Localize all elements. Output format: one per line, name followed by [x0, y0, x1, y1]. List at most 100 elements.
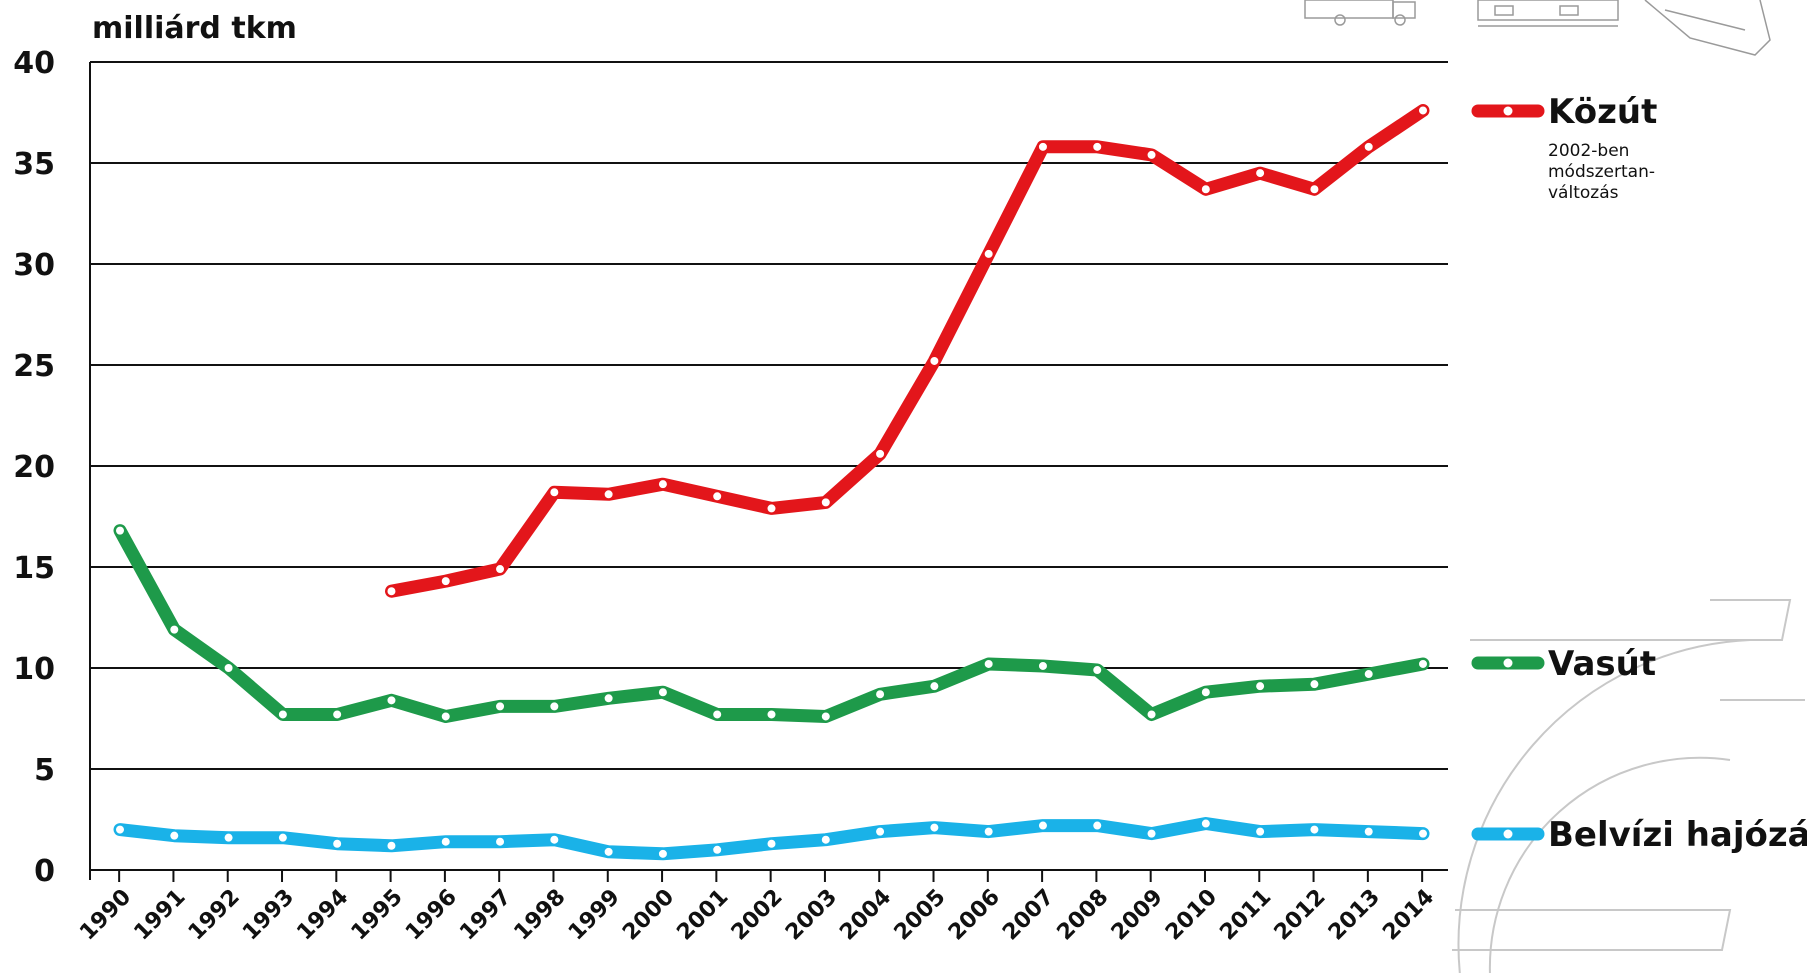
- y-tick-label: 30: [13, 248, 55, 283]
- data-point: [332, 709, 343, 720]
- x-tick-label: 2011: [1215, 885, 1276, 946]
- data-point: [549, 487, 560, 498]
- data-point: [1309, 679, 1320, 690]
- data-point: [440, 576, 451, 587]
- legend-item: Belvízi hajózás: [1471, 815, 1807, 855]
- data-point: [1255, 826, 1266, 837]
- data-point: [1418, 658, 1428, 669]
- data-point: [1309, 184, 1320, 195]
- data-point: [657, 687, 668, 698]
- data-point: [1146, 149, 1157, 160]
- data-point: [169, 830, 180, 841]
- legend-note-line: 2002-ben: [1548, 141, 1629, 161]
- data-point: [712, 844, 723, 855]
- data-point: [983, 826, 994, 837]
- data-point: [875, 448, 886, 459]
- x-tick-label: 2001: [672, 885, 733, 946]
- series-line-0: [385, 104, 1430, 598]
- data-point: [115, 824, 125, 835]
- data-point: [766, 503, 777, 514]
- y-tick-label: 10: [13, 652, 55, 687]
- legend-item: Vasút: [1471, 644, 1656, 684]
- x-tick-label: 2004: [835, 885, 896, 946]
- data-point: [1037, 660, 1048, 671]
- data-point: [495, 564, 506, 575]
- x-tick-label: 1999: [564, 885, 625, 946]
- x-tick-label: 1994: [292, 885, 353, 946]
- train-icon: [1477, 0, 1619, 27]
- data-point: [1255, 681, 1266, 692]
- data-point: [1363, 669, 1374, 680]
- data-point: [440, 711, 451, 722]
- data-point: [1418, 105, 1428, 116]
- data-point: [603, 693, 614, 704]
- data-point: [929, 355, 940, 366]
- y-axis-unit-label: milliárd tkm: [92, 11, 297, 46]
- data-point: [1309, 824, 1320, 835]
- x-tick-label: 1996: [401, 885, 462, 946]
- data-point: [657, 848, 668, 859]
- data-point: [820, 497, 831, 508]
- data-point: [223, 663, 234, 673]
- data-point: [1146, 828, 1157, 839]
- x-tick-label: 2003: [781, 885, 842, 946]
- data-point: [549, 701, 560, 712]
- x-tick-label: 1998: [510, 885, 571, 946]
- data-point: [766, 838, 777, 849]
- data-point: [1363, 826, 1374, 837]
- data-point: [1363, 141, 1374, 152]
- data-point: [277, 832, 288, 843]
- y-tick-label: 40: [13, 46, 55, 81]
- x-tick-label: 2006: [944, 885, 1005, 946]
- data-point: [495, 701, 506, 712]
- data-point: [766, 709, 777, 720]
- legend-note-line: változás: [1548, 183, 1619, 203]
- data-point: [820, 834, 831, 845]
- y-tick-label: 20: [13, 450, 55, 485]
- legend-swatch-dot: [1503, 658, 1513, 668]
- legend-note-line: módszertan-: [1548, 162, 1655, 182]
- data-point: [277, 709, 288, 720]
- y-tick-label: 35: [13, 147, 55, 182]
- data-point: [603, 846, 614, 857]
- data-point: [1200, 687, 1211, 698]
- data-point: [549, 834, 560, 845]
- data-point: [1092, 665, 1103, 676]
- x-tick-label: 1995: [347, 885, 408, 946]
- data-point: [603, 489, 614, 500]
- legend-label: Belvízi hajózás: [1548, 815, 1807, 855]
- x-tick-label: 2009: [1107, 885, 1168, 946]
- data-point: [929, 681, 940, 692]
- x-tick-label: 2007: [998, 885, 1059, 946]
- x-tick-label: 2013: [1324, 885, 1385, 946]
- axes: [89, 62, 1448, 882]
- data-point: [1092, 141, 1103, 152]
- data-point: [223, 832, 234, 843]
- y-tick-label: 25: [13, 349, 55, 384]
- series-points: [115, 105, 1428, 859]
- legend-swatch-dot: [1503, 829, 1513, 839]
- data-point: [115, 525, 125, 536]
- y-tick-labels: 0 5 10 15 20 25 30 35 40: [13, 46, 55, 889]
- series-line-1: [113, 524, 1430, 723]
- data-point: [875, 826, 886, 837]
- data-point: [929, 822, 940, 833]
- data-point: [983, 658, 994, 669]
- data-point: [712, 709, 723, 720]
- x-tick-label: 2005: [890, 885, 951, 946]
- x-tick-label: 1990: [75, 885, 136, 946]
- data-point: [1255, 168, 1266, 179]
- x-tick-label: 1997: [455, 885, 516, 946]
- legend-swatch-dot: [1503, 106, 1513, 116]
- ship-icon: [1644, 0, 1771, 56]
- data-point: [495, 836, 506, 847]
- data-point: [983, 248, 994, 259]
- data-point: [386, 840, 397, 851]
- y-tick-label: 5: [34, 753, 55, 788]
- x-tick-label: 2000: [618, 885, 679, 946]
- euro-sign-watermark: [1452, 599, 1805, 976]
